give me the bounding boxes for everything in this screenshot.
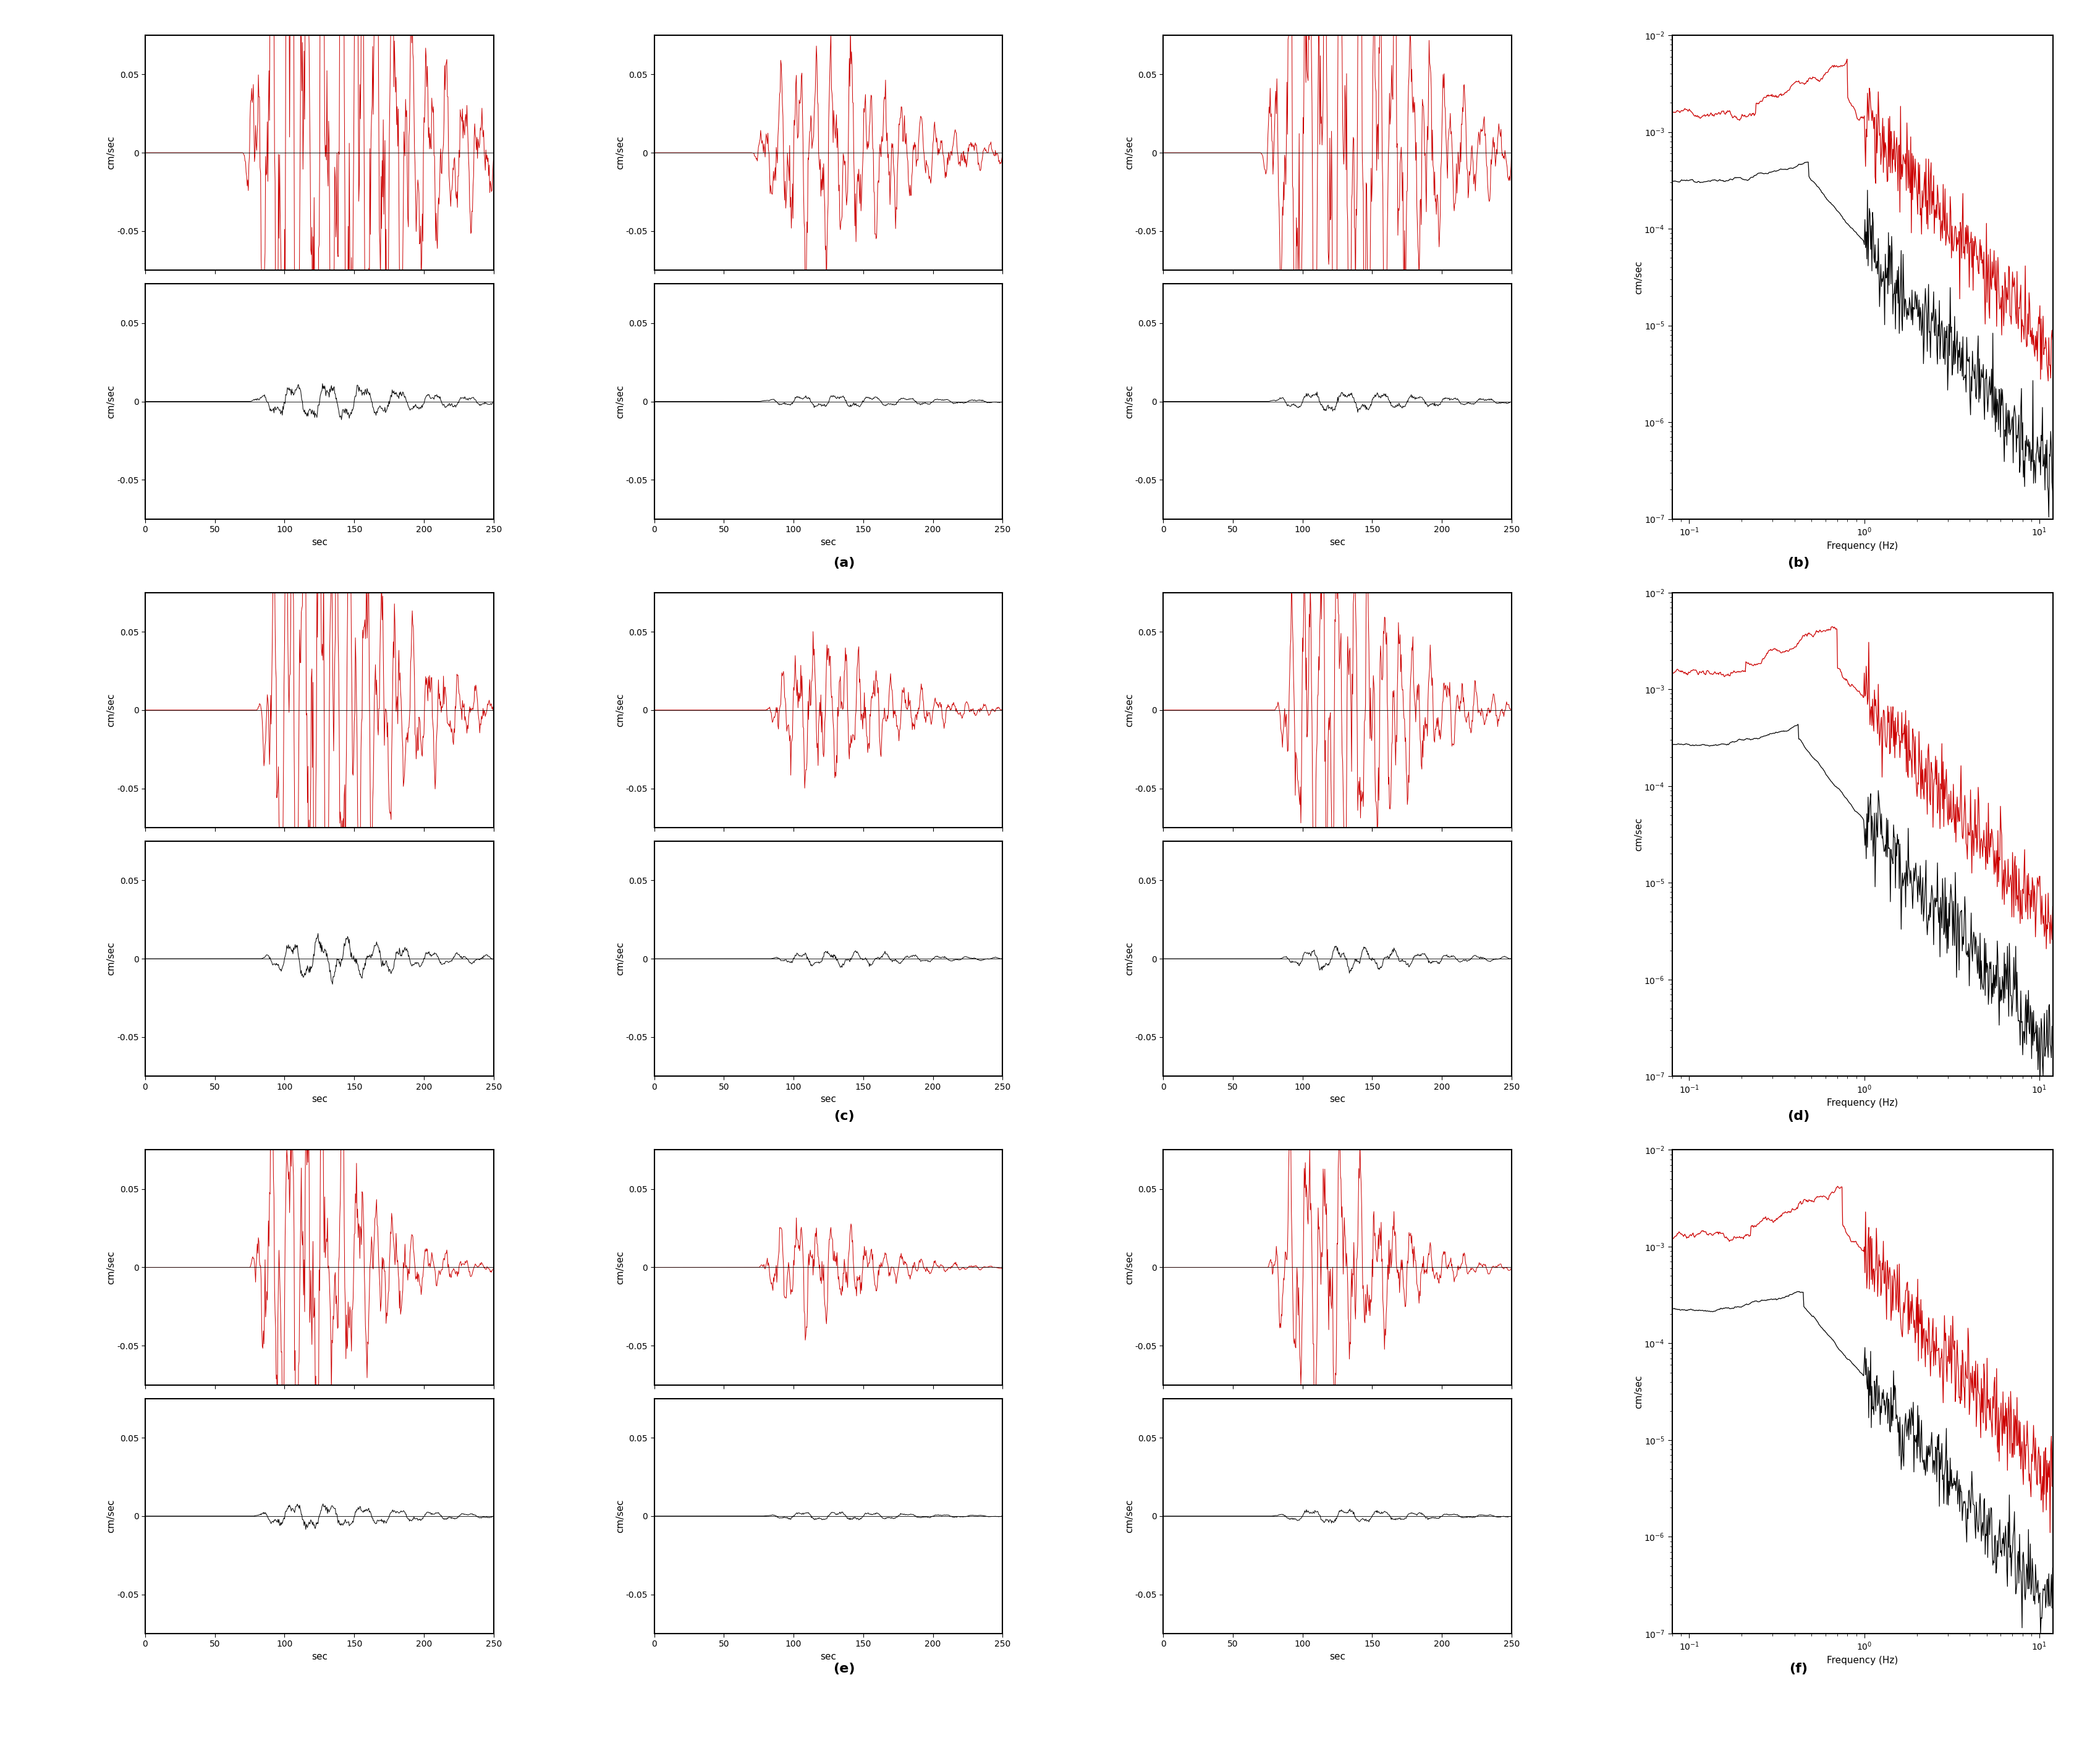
Y-axis label: cm/sec: cm/sec [616,1251,624,1284]
Y-axis label: cm/sec: cm/sec [1634,1374,1643,1409]
Y-axis label: cm/sec: cm/sec [1634,817,1643,852]
Text: (c): (c) [834,1110,854,1122]
Y-axis label: cm/sec: cm/sec [616,693,624,727]
X-axis label: sec: sec [821,1095,836,1104]
Y-axis label: cm/sec: cm/sec [106,1251,116,1284]
Text: (d): (d) [1788,1110,1811,1122]
X-axis label: sec: sec [1329,1095,1346,1104]
Y-axis label: cm/sec: cm/sec [616,942,624,975]
Y-axis label: cm/sec: cm/sec [1634,261,1643,295]
X-axis label: sec: sec [311,538,328,547]
X-axis label: Frequency (Hz): Frequency (Hz) [1827,1099,1898,1108]
X-axis label: Frequency (Hz): Frequency (Hz) [1827,542,1898,550]
Y-axis label: cm/sec: cm/sec [106,136,116,169]
Text: (f): (f) [1790,1662,1809,1674]
X-axis label: sec: sec [311,1095,328,1104]
Y-axis label: cm/sec: cm/sec [106,1499,116,1533]
Y-axis label: cm/sec: cm/sec [1124,942,1134,975]
Y-axis label: cm/sec: cm/sec [616,385,624,418]
X-axis label: sec: sec [1329,538,1346,547]
Y-axis label: cm/sec: cm/sec [1124,693,1134,727]
Y-axis label: cm/sec: cm/sec [106,942,116,975]
Text: (b): (b) [1788,557,1811,570]
X-axis label: sec: sec [311,1653,328,1662]
Y-axis label: cm/sec: cm/sec [616,1499,624,1533]
X-axis label: sec: sec [821,1653,836,1662]
Y-axis label: cm/sec: cm/sec [616,136,624,169]
Text: (a): (a) [834,557,854,570]
X-axis label: sec: sec [821,538,836,547]
Y-axis label: cm/sec: cm/sec [1124,385,1134,418]
Y-axis label: cm/sec: cm/sec [106,693,116,727]
X-axis label: sec: sec [1329,1653,1346,1662]
Y-axis label: cm/sec: cm/sec [1124,1499,1134,1533]
Y-axis label: cm/sec: cm/sec [1124,136,1134,169]
Y-axis label: cm/sec: cm/sec [106,385,116,418]
Y-axis label: cm/sec: cm/sec [1124,1251,1134,1284]
Text: (e): (e) [834,1662,854,1674]
X-axis label: Frequency (Hz): Frequency (Hz) [1827,1656,1898,1665]
